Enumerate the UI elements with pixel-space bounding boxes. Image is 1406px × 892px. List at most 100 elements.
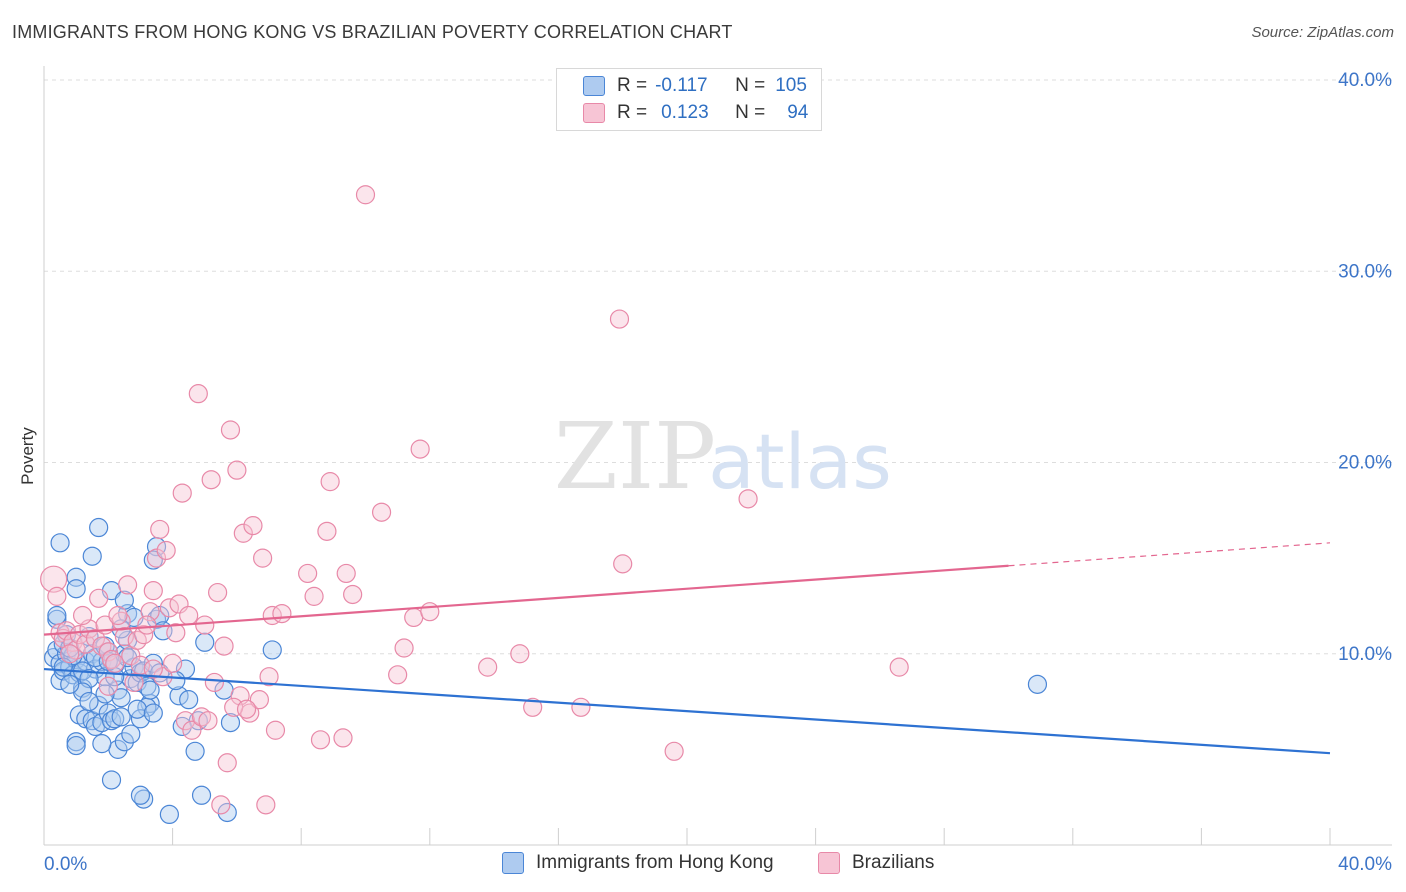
brazilian-point bbox=[105, 653, 125, 673]
brazilian-point bbox=[124, 672, 144, 693]
brazilian-point bbox=[195, 615, 215, 635]
brazilian-point bbox=[146, 548, 167, 568]
legend-n-value: 94 bbox=[787, 102, 809, 123]
trend-line-brazilians-extension bbox=[1008, 542, 1331, 567]
brazilian-point bbox=[333, 728, 353, 748]
source-credit: Source: ZipAtlas.com bbox=[1251, 24, 1394, 41]
correlation-legend: R = -0.117 N = 105 R = 0.123 N = 94 bbox=[556, 68, 822, 131]
brazilian-point bbox=[56, 621, 77, 641]
brazilian-point bbox=[114, 626, 134, 647]
brazilian-point bbox=[233, 523, 253, 543]
hong-kong-point bbox=[82, 546, 102, 566]
brazilian-point bbox=[317, 521, 337, 541]
brazilian-point bbox=[208, 582, 228, 603]
hong-kong-point bbox=[191, 785, 212, 805]
hong-kong-point bbox=[150, 605, 170, 626]
chart-title: IMMIGRANTS FROM HONG KONG VS BRAZILIAN P… bbox=[12, 22, 733, 42]
brazilian-point bbox=[272, 603, 292, 624]
brazilian-point bbox=[256, 795, 276, 815]
brazilian-point bbox=[310, 730, 331, 750]
brazilian-point bbox=[98, 676, 118, 696]
brazilian-point bbox=[137, 615, 157, 635]
legend-item-brazilians: Brazilians bbox=[818, 852, 934, 874]
y-tick-label: 30.0% bbox=[1338, 261, 1392, 282]
hong-kong-point bbox=[111, 688, 131, 708]
legend-swatch-blue bbox=[502, 852, 524, 874]
legend-row-hong-kong: R = -0.117 N = 105 bbox=[583, 75, 807, 97]
hong-kong-point bbox=[143, 550, 163, 570]
trend-lines bbox=[43, 542, 1331, 755]
brazilian-point bbox=[738, 489, 758, 509]
y-tick-label: 10.0% bbox=[1338, 644, 1392, 665]
brazilian-point bbox=[217, 753, 237, 773]
legend-n-label: N = bbox=[735, 75, 766, 96]
hong-kong-point bbox=[111, 707, 131, 727]
hong-kong-point bbox=[130, 785, 151, 805]
brazilian-point bbox=[394, 638, 414, 658]
hong-kong-point bbox=[66, 735, 86, 756]
hong-kong-point bbox=[172, 716, 192, 737]
hong-kong-point bbox=[89, 517, 109, 538]
brazilian-point bbox=[243, 516, 263, 536]
brazilian-point bbox=[262, 605, 282, 626]
legend-r-value: -0.117 bbox=[655, 75, 708, 96]
hong-kong-point bbox=[114, 732, 134, 752]
brazilian-point bbox=[523, 697, 543, 717]
brazilian-point bbox=[72, 605, 93, 626]
hong-kong-point bbox=[220, 712, 241, 733]
hong-kong-point bbox=[140, 680, 160, 700]
legend-r-label: R = bbox=[617, 75, 648, 96]
trend-line-brazilians bbox=[43, 564, 1009, 636]
series-legend: Immigrants from Hong Kong Brazilians bbox=[0, 852, 1406, 876]
brazilian-point bbox=[156, 540, 176, 561]
brazilian-point bbox=[371, 502, 392, 522]
brazilian-point bbox=[265, 720, 286, 740]
legend-swatch-pink bbox=[818, 852, 840, 874]
hong-kong-point bbox=[1027, 674, 1048, 694]
brazilian-point bbox=[179, 605, 199, 626]
brazilian-point bbox=[478, 657, 498, 677]
brazilian-point bbox=[143, 659, 163, 679]
legend-label-hong-kong: Immigrants from Hong Kong bbox=[536, 852, 774, 873]
brazilian-point bbox=[40, 565, 68, 593]
brazilian-point bbox=[253, 548, 273, 568]
legend-item-hong-kong: Immigrants from Hong Kong bbox=[502, 852, 774, 874]
y-tick-label: 20.0% bbox=[1338, 453, 1392, 474]
y-axis-label: Poverty bbox=[18, 427, 37, 485]
brazilian-point bbox=[198, 711, 218, 731]
brazilian-point bbox=[163, 653, 183, 673]
hong-kong-point bbox=[159, 804, 179, 825]
hong-kong-point bbox=[92, 712, 112, 733]
watermark-zip: ZIP bbox=[554, 403, 716, 510]
brazilian-point bbox=[130, 655, 151, 675]
legend-r-label: R = bbox=[617, 102, 648, 123]
brazilian-point bbox=[410, 439, 430, 459]
trend-line-hong-kong bbox=[43, 667, 1331, 755]
legend-swatch-pink bbox=[583, 103, 605, 123]
brazilian-point bbox=[211, 795, 231, 815]
series-hong-kong-points bbox=[44, 517, 1048, 825]
brazilian-point bbox=[117, 575, 138, 595]
hong-kong-point bbox=[60, 674, 80, 694]
brazilian-point bbox=[60, 644, 80, 664]
brazilian-point bbox=[249, 690, 270, 710]
brazilian-point bbox=[150, 519, 170, 540]
brazilian-point bbox=[220, 420, 241, 440]
brazilian-point bbox=[108, 605, 128, 626]
brazilian-point bbox=[188, 384, 208, 404]
legend-r-value: 0.123 bbox=[661, 102, 709, 123]
hong-kong-point bbox=[66, 579, 86, 599]
brazilian-point bbox=[664, 741, 684, 761]
hong-kong-point bbox=[92, 734, 112, 754]
brazilian-point bbox=[343, 584, 363, 605]
brazilian-point bbox=[47, 586, 67, 606]
brazilian-point bbox=[204, 672, 224, 693]
brazilian-point bbox=[355, 185, 376, 205]
brazilian-point bbox=[175, 711, 196, 731]
brazilian-point bbox=[111, 611, 131, 631]
x-tick-label: 40.0% bbox=[1338, 854, 1392, 875]
brazilian-point bbox=[201, 470, 221, 490]
brazilian-point bbox=[420, 602, 440, 622]
y-tick-label: 40.0% bbox=[1338, 70, 1392, 91]
